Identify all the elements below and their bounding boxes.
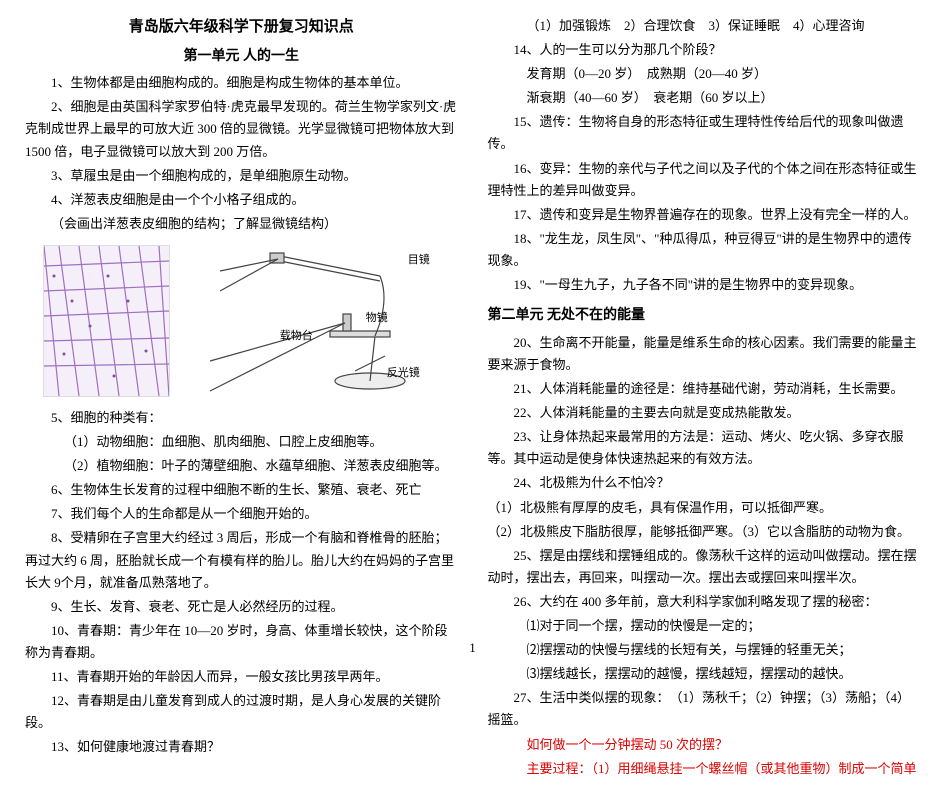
para-17: 17、遗传和变异是生物界普遍存在的现象。世界上没有完全一样的人。 [488,204,921,226]
para-19: 19、"一母生九子，九子各不同"讲的是生物界中的变异现象。 [488,274,921,296]
para-5a: （1）动物细胞：血细胞、肌肉细胞、口腔上皮细胞等。 [25,431,458,453]
para-20: 20、生命离不开能量，能量是维系生命的核心因素。我们需要的能量主要来源于食物。 [488,332,921,376]
page-number: 1 [0,637,945,659]
para-26a: ⑴对于同一个摆，摆动的快慢是一定的； [488,615,921,637]
label-eyepiece: 目镜 [408,251,430,270]
para-red1: 如何做一个一分钟摆动 50 次的摆？ [488,734,921,756]
para-7: 7、我们每个人的生命都是从一个细胞开始的。 [25,503,458,525]
para-14: 14、人的一生可以分为那几个阶段？ [488,39,921,61]
para-21: 21、人体消耗能量的途径是：维持基础代谢，劳动消耗，生长需要。 [488,378,921,400]
page-container: 青岛版六年级科学下册复习知识点 第一单元 人的一生 1、生物体都是由细胞构成的。… [0,0,945,797]
label-stage: 载物台 [280,327,313,346]
figure-row: 目镜 物镜 载物台 反光镜 [25,241,458,401]
para-5: 5、细胞的种类有： [25,407,458,429]
para-18: 18、"龙生龙，凤生凤"、"种瓜得瓜，种豆得豆"讲的是生物界中的遗传现象。 [488,228,921,272]
onion-cell-figure [43,245,170,397]
para-27: 27、生活中类似摆的现象： （1）荡秋千；（2）钟摆；（3）荡船；（4）摇篮。 [488,687,921,731]
para-24a: （1）北极熊有厚厚的皮毛，具有保温作用，可以抵御严寒。 [488,497,921,519]
para-22: 22、人体消耗能量的主要去向就是变成热能散发。 [488,402,921,424]
doc-title: 青岛版六年级科学下册复习知识点 [25,15,458,41]
para-4: 4、洋葱表皮细胞是由一个个小格子组成的。 [25,189,458,211]
para-16: 16、变异：生物的亲代与子代之间以及子代的个体之间在形态特征或生理特性上的差异叫… [488,158,921,202]
para-3: 3、草履虫是由一个细胞构成的，是单细胞原生动物。 [25,165,458,187]
microscope-figure: 目镜 物镜 载物台 反光镜 [180,241,440,401]
para-6: 6、生物体生长发育的过程中细胞不断的生长、繁殖、衰老、死亡 [25,479,458,501]
label-lens: 物镜 [366,309,388,328]
para-24: 24、北极熊为什么不怕冷？ [488,472,921,494]
para-14a: 发育期（0—20 岁） 成熟期（20—40 岁） [488,63,921,85]
para-9: 9、生长、发育、衰老、死亡是人必然经历的过程。 [25,596,458,618]
para-8: 8、受精卵在子宫里大约经过 3 周后，形成一个有脑和脊椎骨的胚胎；再过大约 6 … [25,527,458,593]
para-1: 1、生物体都是由细胞构成的。细胞是构成生物体的基本单位。 [25,72,458,94]
para-2: 2、细胞是由英国科学家罗伯特·虎克最早发现的。荷兰生物学家列文·虎克制成世界上最… [25,96,458,162]
para-12: 12、青春期是由儿童发育到成人的过渡时期，是人身心发展的关键阶段。 [25,690,458,734]
para-red2: 主要过程：（1）用细绳悬挂一个螺丝帽（或其他重物）制成一个简单 [488,758,921,780]
para-4b: （会画出洋葱表皮细胞的结构；了解显微镜结构） [25,213,458,235]
para-25: 25、摆是由摆线和摆锤组成的。像荡秋千这样的运动叫做摆动。摆在摆动时，摆出去，再… [488,545,921,589]
para-11: 11、青春期开始的年龄因人而异，一般女孩比男孩早两年。 [25,666,458,688]
label-mirror: 反光镜 [387,364,420,383]
para-26: 26、大约在 400 多年前，意大利科学家伽利略发现了摆的秘密： [488,591,921,613]
para-13a: （1）加强锻炼 2）合理饮食 3）保证睡眠 4）心理咨询 [488,15,921,37]
para-23: 23、让身体热起来最常用的方法是：运动、烤火、吃火锅、多穿衣服等。其中运动是使身… [488,426,921,470]
para-15: 15、遗传：生物将自身的形态特征或生理特性传给后代的现象叫做遗传。 [488,111,921,155]
unit1-title: 第一单元 人的一生 [25,45,458,69]
para-5b: （2）植物细胞：叶子的薄壁细胞、水蕴草细胞、洋葱表皮细胞等。 [25,455,458,477]
para-14b: 渐衰期（40—60 岁） 衰老期（60 岁以上） [488,87,921,109]
onion-cell-svg [44,246,169,396]
para-24b: （2）北极熊皮下脂肪很厚，能够抵御严寒。（3）它以含脂肪的动物为食。 [488,521,921,543]
unit2-title: 第二单元 无处不在的能量 [488,304,921,328]
para-13: 13、如何健康地渡过青春期？ [25,736,458,758]
